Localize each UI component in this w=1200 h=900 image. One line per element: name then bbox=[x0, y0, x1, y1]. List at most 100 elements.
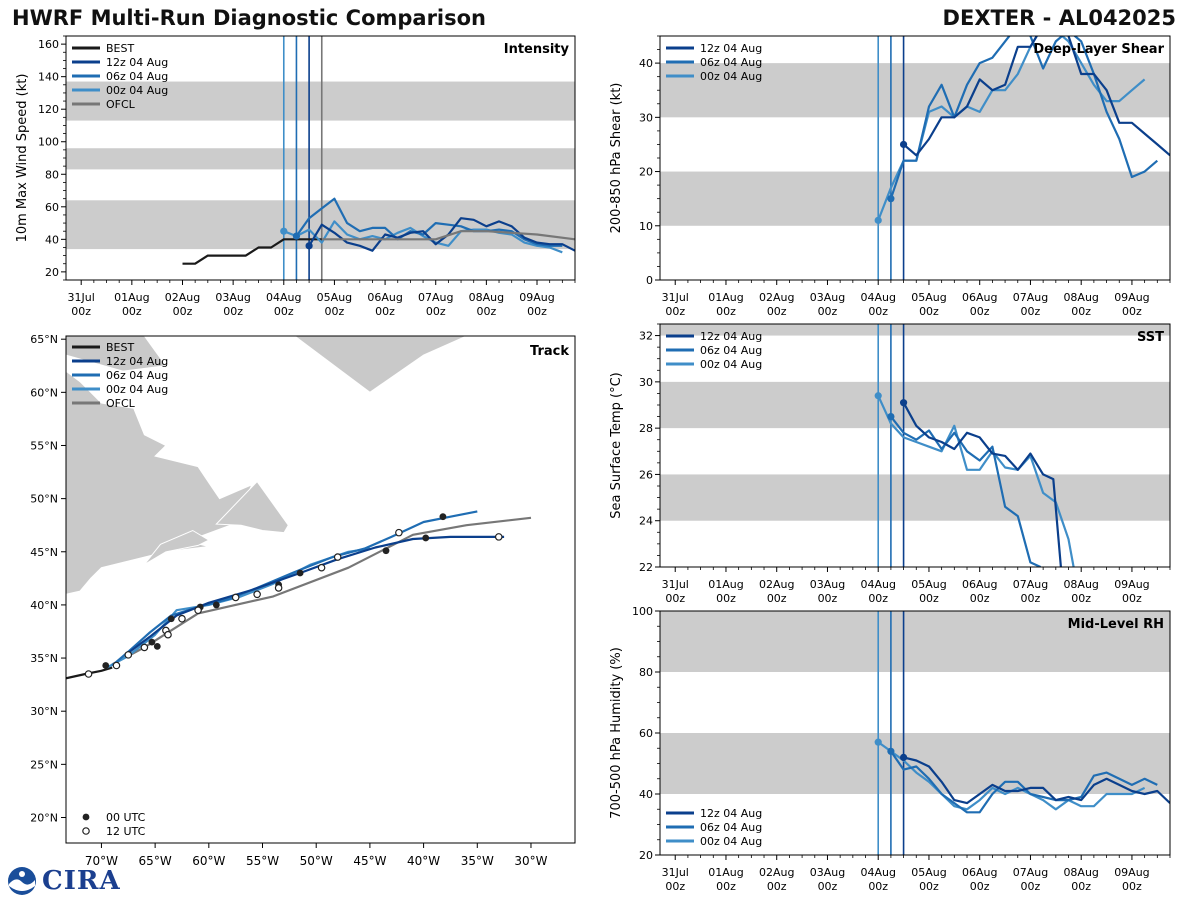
shear-series-06z-04-aug bbox=[889, 36, 1159, 200]
sst-xtick-label: 08Aug bbox=[1063, 578, 1098, 591]
rh-xtick-label: 04Aug bbox=[860, 866, 895, 879]
sst-ylabel: Sea Surface Temp (°C) bbox=[609, 372, 624, 519]
shear-xtick-label: 06Aug bbox=[962, 291, 997, 304]
intensity-xtick-label: 07Aug bbox=[418, 291, 453, 304]
shear-series-12z-04-aug bbox=[902, 36, 1170, 157]
intensity-band-1 bbox=[66, 148, 575, 170]
track-ytick-label: 45°N bbox=[30, 546, 58, 559]
shear-axes-frame bbox=[659, 35, 1171, 281]
sst-xtick-sublabel: 00z bbox=[1021, 592, 1041, 605]
sst-xtick-sublabel: 00z bbox=[1071, 592, 1091, 605]
track-series-06z-04-aug bbox=[111, 510, 478, 667]
shear-ytick-label: 0 bbox=[646, 274, 653, 287]
intensity-start-point-12z-04-aug bbox=[305, 242, 313, 250]
track-ytick-label: 55°N bbox=[30, 439, 58, 452]
noaa-logo-icon bbox=[8, 867, 36, 895]
land-north-america bbox=[66, 370, 253, 595]
intensity-xtick-sublabel: 00z bbox=[527, 305, 547, 318]
rh-xtick-sublabel: 00z bbox=[868, 880, 888, 893]
rh-xtick-label: 05Aug bbox=[911, 866, 946, 879]
intensity-xtick-label: 03Aug bbox=[215, 291, 250, 304]
shear-xtick-label: 02Aug bbox=[759, 291, 794, 304]
shear-xtick-sublabel: 00z bbox=[716, 305, 736, 318]
intensity-series-06z-04-aug bbox=[295, 197, 563, 247]
track-marker-00utc bbox=[102, 662, 110, 669]
track-panel-title: Track bbox=[530, 344, 569, 359]
intensity-plot-area bbox=[66, 36, 575, 280]
intensity-ytick-label: 20 bbox=[45, 266, 59, 279]
sst-band-1 bbox=[660, 381, 1170, 429]
track-marker-12utc bbox=[112, 661, 121, 670]
track-marker-12utc bbox=[494, 533, 503, 541]
sst-series-12z-04-aug bbox=[902, 402, 1062, 567]
shear-xtick-label: 08Aug bbox=[1063, 291, 1098, 304]
shear-xtick-sublabel: 00z bbox=[919, 305, 939, 318]
rh-series-12z-04-aug bbox=[903, 756, 1170, 805]
sst-xtick-label: 31Jul bbox=[662, 578, 689, 591]
track-marker-12utc bbox=[395, 528, 403, 537]
sst-xtick-label: 07Aug bbox=[1013, 578, 1048, 591]
track-marker-00utc bbox=[439, 513, 447, 521]
sst-series-06z-04-aug bbox=[890, 415, 1042, 567]
shear-plot-area bbox=[660, 36, 1170, 280]
track-ytick-label: 65°N bbox=[30, 333, 58, 346]
track-marker-12utc bbox=[231, 593, 240, 602]
shear-legend-label-00z-04-aug: 00z 04 Aug bbox=[700, 70, 762, 83]
intensity-legend-label-00z-04-aug: 00z 04 Aug bbox=[106, 84, 168, 97]
chart-sst: 22242628303231Jul00z01Aug00z02Aug00z03Au… bbox=[609, 323, 1171, 605]
track-legend-marker-00utc bbox=[82, 813, 90, 821]
intensity-xtick-label: 09Aug bbox=[519, 291, 554, 304]
intensity-xtick-label: 06Aug bbox=[367, 291, 402, 304]
track-marker-00utc bbox=[382, 547, 390, 555]
track-ytick-label: 20°N bbox=[30, 811, 58, 824]
shear-legend-label-06z-04-aug: 06z 04 Aug bbox=[700, 56, 762, 69]
rh-ytick-label: 60 bbox=[639, 727, 653, 740]
track-xtick-label: 35°W bbox=[461, 854, 494, 868]
track-series-12z-04-aug bbox=[127, 535, 505, 654]
intensity-axes-frame bbox=[65, 35, 576, 281]
sst-xtick-sublabel: 00z bbox=[970, 592, 990, 605]
rh-band-1 bbox=[660, 611, 1170, 672]
shear-xtick-sublabel: 00z bbox=[818, 305, 838, 318]
sst-band-2 bbox=[660, 324, 1170, 336]
rh-xtick-label: 09Aug bbox=[1114, 866, 1149, 879]
sst-xtick-sublabel: 00z bbox=[1122, 592, 1142, 605]
intensity-series-00z-04-aug bbox=[283, 220, 563, 254]
intensity-xtick-sublabel: 00z bbox=[71, 305, 91, 318]
land-greenland bbox=[293, 336, 467, 393]
rh-xtick-sublabel: 00z bbox=[1021, 880, 1041, 893]
shear-xtick-sublabel: 00z bbox=[1122, 305, 1142, 318]
rh-xtick-label: 08Aug bbox=[1063, 866, 1098, 879]
rh-xtick-sublabel: 00z bbox=[818, 880, 838, 893]
track-marker-12utc bbox=[333, 553, 342, 561]
track-marker-00utc bbox=[167, 615, 175, 623]
intensity-start-point-00z-04-aug bbox=[280, 227, 288, 235]
track-marker-12utc bbox=[124, 651, 133, 659]
shear-panel-title: Deep-Layer Shear bbox=[1033, 42, 1164, 57]
sst-band-0 bbox=[660, 474, 1170, 521]
intensity-legend-label-12z-04-aug: 12z 04 Aug bbox=[106, 56, 168, 69]
chart-shear: 01020304031Jul00z01Aug00z02Aug00z03Aug00… bbox=[609, 35, 1171, 318]
track-legend-label-12utc: 12 UTC bbox=[106, 825, 146, 838]
intensity-xtick-label: 08Aug bbox=[469, 291, 504, 304]
shear-xtick-sublabel: 00z bbox=[1071, 305, 1091, 318]
shear-band-1 bbox=[660, 63, 1170, 118]
intensity-legend-label-best: BEST bbox=[106, 42, 134, 55]
intensity-xtick-label: 05Aug bbox=[317, 291, 352, 304]
sst-ytick-label: 28 bbox=[639, 422, 653, 435]
track-marker-12utc bbox=[194, 606, 202, 615]
chart-track: 20°N 25°N 30°N 35°N 40°N 45°N 50°N 55°N 60°N 65°N… bbox=[30, 333, 576, 868]
logo-bar: CIRA bbox=[6, 866, 121, 896]
track-ytick-label: 30°N bbox=[30, 705, 58, 718]
intensity-xtick-sublabel: 00z bbox=[325, 305, 345, 318]
shear-xtick-label: 03Aug bbox=[810, 291, 845, 304]
shear-xtick-label: 09Aug bbox=[1114, 291, 1149, 304]
intensity-ytick-label: 80 bbox=[45, 168, 59, 181]
chart-rh: 2040608010031Jul00z01Aug00z02Aug00z03Aug… bbox=[609, 605, 1171, 893]
shear-xtick-sublabel: 00z bbox=[970, 305, 990, 318]
rh-start-point-06z-04-aug bbox=[887, 747, 895, 755]
intensity-series-12z-04-aug bbox=[308, 217, 575, 252]
intensity-band-2 bbox=[66, 81, 575, 121]
rh-plot-area bbox=[660, 611, 1170, 855]
